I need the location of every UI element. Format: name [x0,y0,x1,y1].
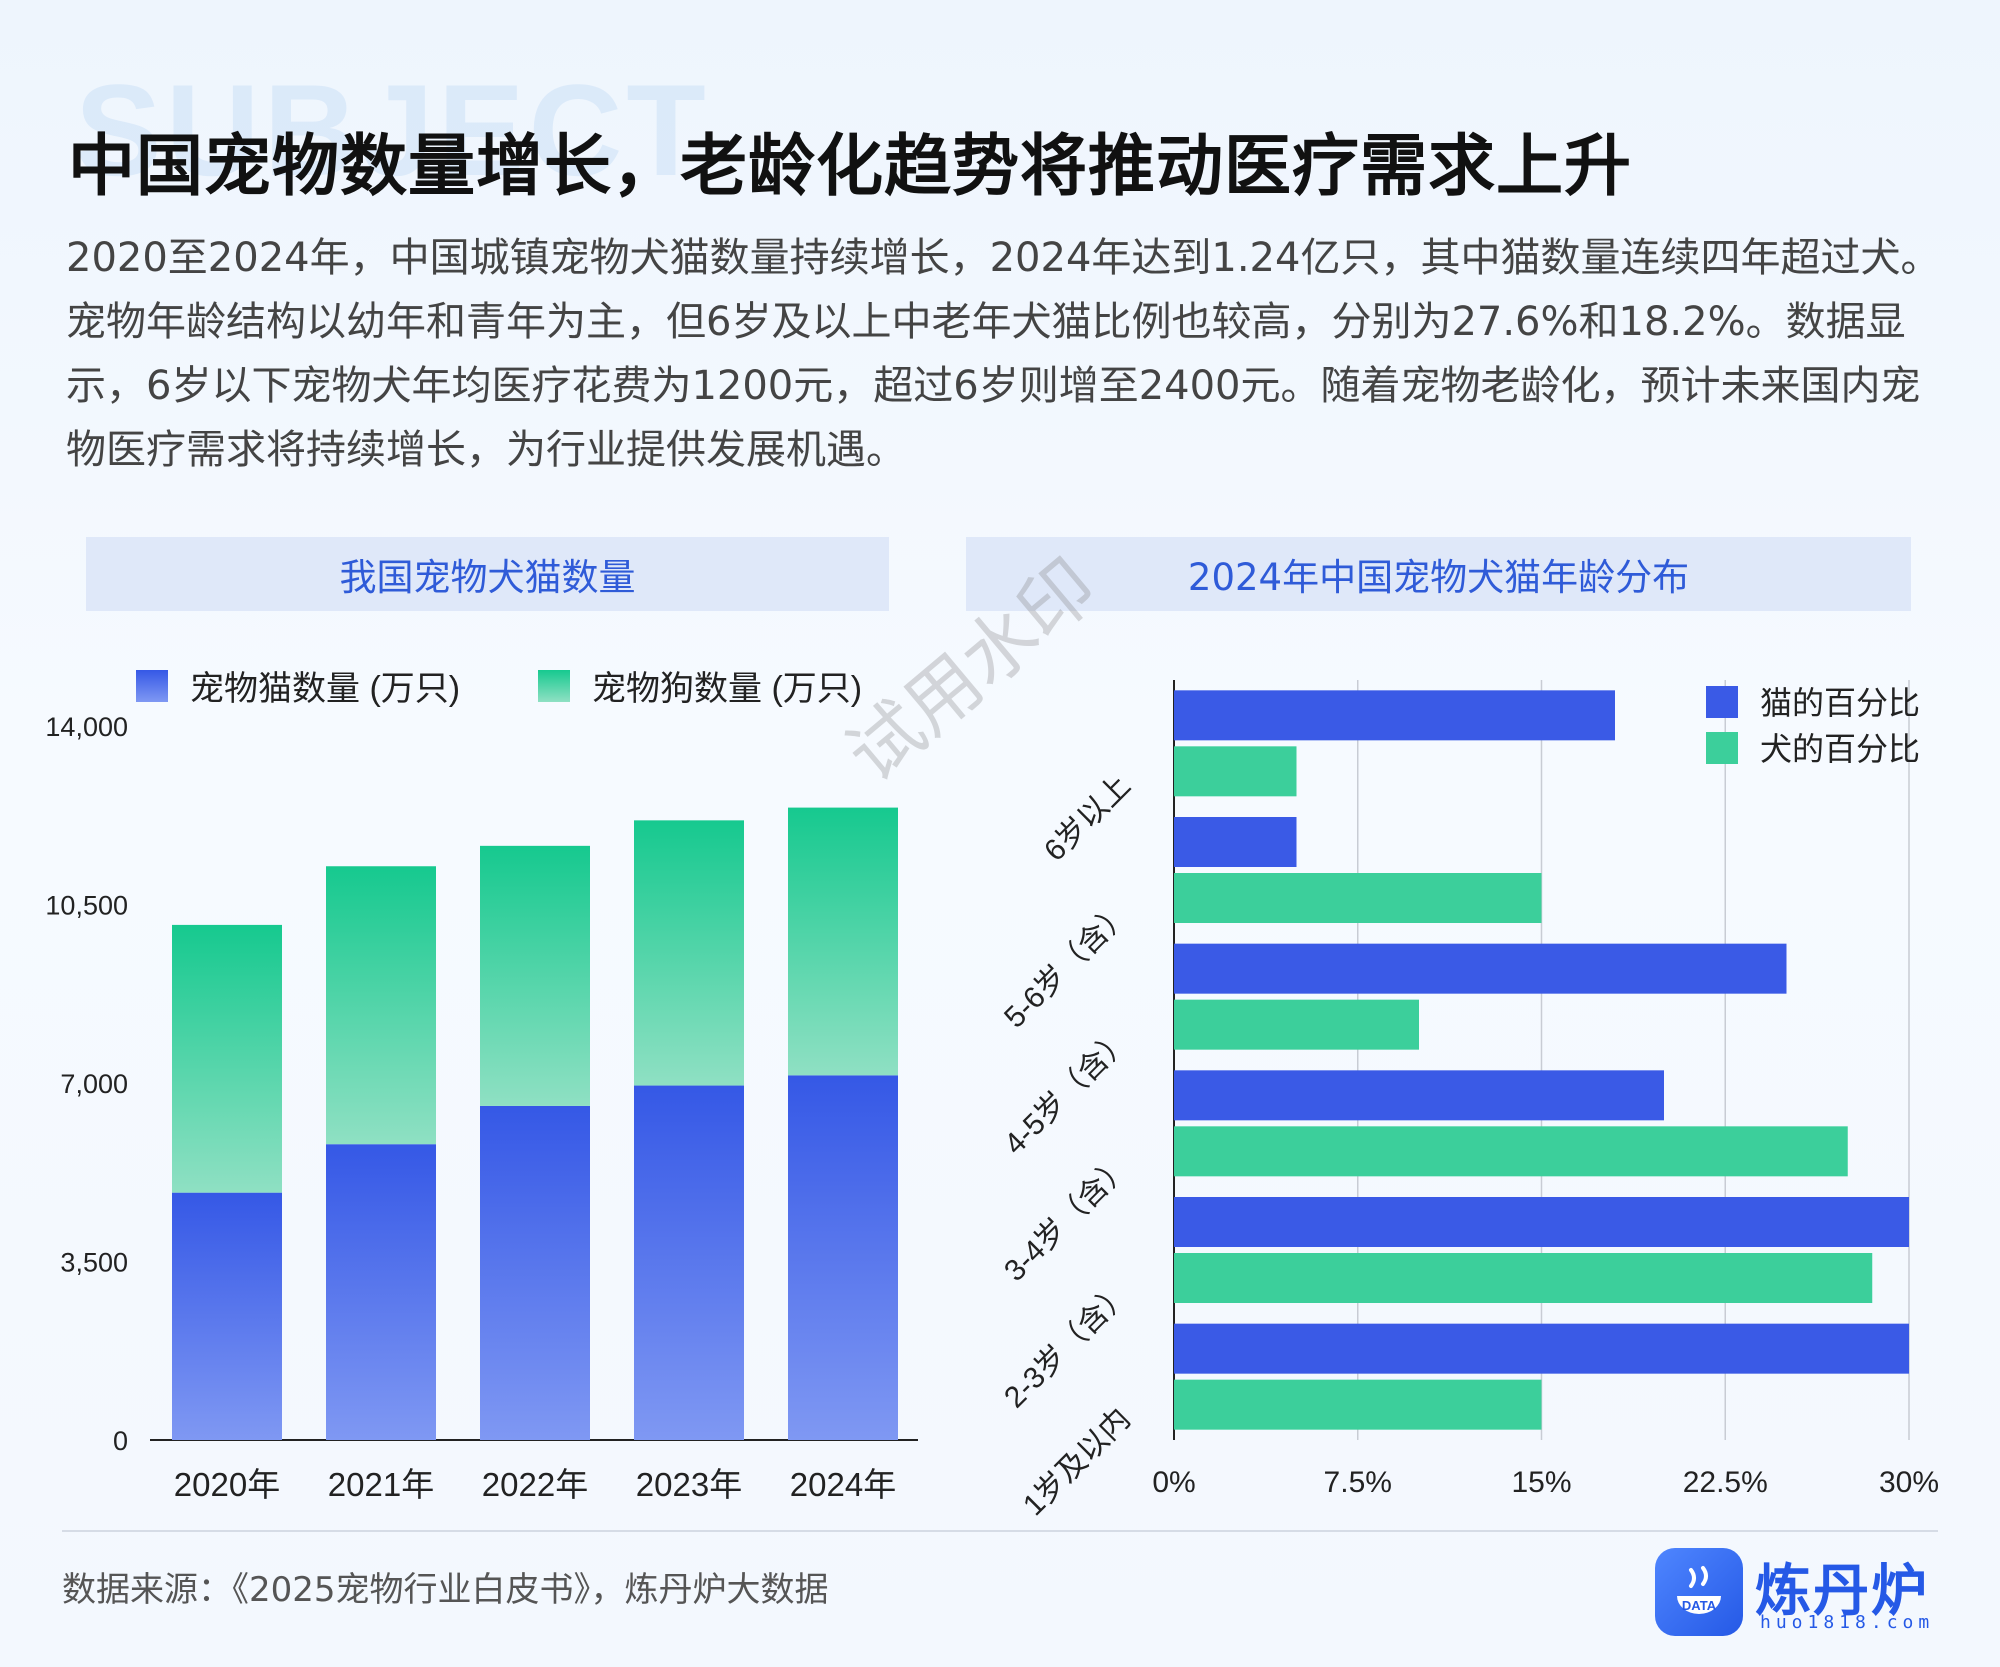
x-tick-label: 30% [1879,1466,1939,1499]
x-tick-label: 15% [1511,1466,1571,1499]
bar-cat-percent [1174,1323,1909,1374]
page-title: 中国宠物数量增长，老龄化趋势将推动医疗需求上升 [68,127,1632,205]
y-category-label: 3-4岁（含） [998,1149,1137,1288]
x-tick-label: 2024年 [790,1466,896,1503]
bar-dog [634,820,744,1086]
y-category-label: 1岁及以内 [1017,1402,1137,1522]
horizontal-bar-chart: 0% 7.5% 15% 22.5% 30% 1岁及以内2-3岁（含）3-4岁（含）4-5岁… [998,680,1939,1522]
x-tick-label: 2023年 [636,1466,742,1503]
bar-cat-percent [1174,817,1297,867]
bar-cat [172,1192,282,1440]
background-word: SUBJECT [75,57,710,203]
stacked-bar-chart: 0 3,500 7,000 10,500 14,000 2020年 2021年 2022年 20… [45,670,918,1503]
bar-dog-percent [1174,746,1297,797]
left-chart-title: 我国宠物犬猫数量 [86,537,889,611]
x-tick-label: 2021年 [328,1466,434,1503]
legend-swatch [538,670,570,702]
bar-cat [480,1105,590,1440]
bar-cat-percent [1174,690,1615,741]
legend-label: 猫的百分比 [1760,685,1920,721]
bar-dog-percent [1174,1379,1542,1430]
bar-cat-percent [1174,943,1787,994]
legend-label: 宠物猫数量 (万只) [190,670,460,708]
y-tick-label: 10,500 [45,891,128,921]
bar-dog [326,866,436,1145]
x-tick-label: 22.5% [1683,1466,1768,1499]
y-tick-label: 14,000 [45,712,128,742]
data-source: 数据来源：《2025宠物行业白皮书》，炼丹炉大数据 [62,1570,829,1610]
legend-swatch [1706,686,1738,718]
bar-dog-percent [1174,999,1419,1050]
y-category-label: 5-6岁（含） [998,896,1137,1035]
y-tick-label: 3,500 [60,1248,128,1278]
bar-cat-percent [1174,1197,1909,1247]
y-category-label: 6岁以上 [1038,769,1137,868]
y-category-label: 4-5岁（含） [998,1022,1137,1161]
legend-label: 犬的百分比 [1760,731,1920,767]
bar-dog [480,845,590,1106]
legend-swatch [136,670,168,702]
y-tick-label: 7,000 [60,1069,128,1099]
bar-dog-percent [1174,873,1542,923]
x-tick-label: 0% [1152,1466,1195,1499]
bar-dog-percent [1174,1253,1873,1303]
y-category-label: 2-3岁（含） [998,1276,1137,1415]
bar-dog [172,924,282,1193]
logo-url: huo1818.com [1760,1612,1935,1633]
logo-icon: DATA [1655,1548,1743,1636]
description-paragraph: 2020至2024年，中国城镇宠物犬猫数量持续增长，2024年达到1.24亿只，… [66,235,1941,473]
x-tick-label: 2020年 [174,1466,280,1503]
bar-dog-percent [1174,1126,1848,1177]
x-tick-label: 2022年 [482,1466,588,1503]
bar-cat-percent [1174,1070,1664,1121]
logo-badge-text: DATA [1682,1598,1717,1613]
footer-divider [62,1530,1938,1532]
x-tick-label: 7.5% [1324,1466,1392,1499]
y-tick-label: 0 [113,1426,128,1456]
bar-cat [326,1144,436,1440]
bar-dog [788,807,898,1076]
legend-label: 宠物狗数量 (万只) [592,670,862,708]
right-chart-title: 2024年中国宠物犬猫年龄分布 [966,537,1911,611]
legend-swatch [1706,732,1738,764]
logo-name: 炼丹炉 [1755,1559,1929,1624]
bar-cat [634,1085,744,1440]
bar-cat [788,1075,898,1440]
